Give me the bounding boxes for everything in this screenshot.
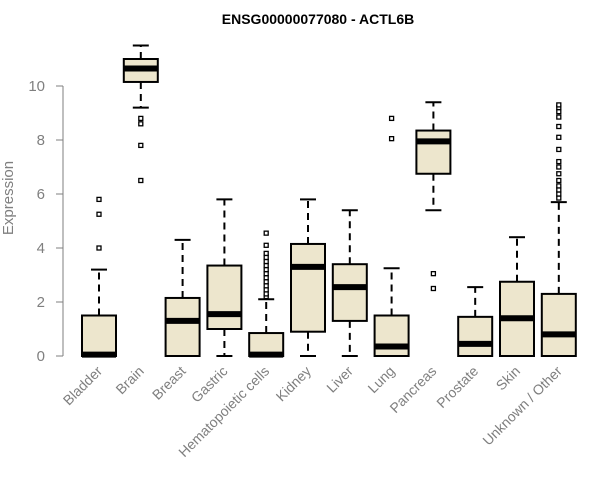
box-3 bbox=[164, 238, 201, 358]
box-9 bbox=[415, 101, 452, 292]
y-tick-label-4: 4 bbox=[37, 240, 45, 257]
y-tick-label-6: 6 bbox=[37, 186, 45, 203]
outlier-point bbox=[556, 183, 562, 189]
outlier-point bbox=[96, 196, 102, 203]
iqr-box bbox=[373, 314, 410, 357]
outlier-point bbox=[556, 146, 562, 153]
box-7 bbox=[331, 209, 368, 357]
outlier-point bbox=[430, 270, 437, 277]
outlier-point bbox=[138, 142, 144, 149]
outlier-point bbox=[556, 191, 562, 197]
x-tick-label-2: Brain bbox=[112, 363, 146, 397]
outlier-point bbox=[556, 134, 562, 140]
iqr-box bbox=[540, 292, 577, 357]
outlier-point bbox=[263, 242, 269, 248]
iqr-box bbox=[81, 314, 117, 357]
outlier-point bbox=[556, 171, 562, 177]
box-2 bbox=[122, 44, 159, 184]
x-tick-label-11: Skin bbox=[493, 363, 524, 394]
outlier-point bbox=[556, 114, 562, 120]
iqr-box bbox=[331, 263, 368, 322]
box-6 bbox=[290, 198, 326, 357]
outlier-point bbox=[430, 285, 437, 292]
iqr-box bbox=[290, 242, 326, 333]
y-axis: 0 2 4 6 8 10 bbox=[28, 78, 64, 365]
outlier-point bbox=[263, 287, 269, 293]
outlier-point bbox=[263, 250, 269, 257]
outlier-point bbox=[263, 230, 269, 236]
box-1 bbox=[81, 196, 117, 358]
y-tick-label-2: 2 bbox=[37, 294, 45, 311]
outlier-point bbox=[388, 115, 395, 122]
iqr-box bbox=[415, 129, 452, 175]
outlier-point bbox=[556, 109, 562, 115]
outlier-point bbox=[556, 102, 562, 108]
box-12 bbox=[540, 102, 577, 357]
outlier-point bbox=[96, 245, 102, 251]
outlier-point bbox=[138, 177, 144, 184]
iqr-box bbox=[457, 315, 494, 358]
x-tick-label-6: Kidney bbox=[273, 363, 315, 405]
y-tick-label-8: 8 bbox=[37, 132, 45, 149]
x-tick-label-12: Unknown / Other bbox=[479, 363, 565, 449]
outlier-point bbox=[556, 164, 562, 170]
iqr-box bbox=[206, 264, 243, 330]
box-series bbox=[81, 44, 577, 358]
y-axis-label: Expression bbox=[0, 161, 17, 235]
outlier-point bbox=[263, 266, 269, 273]
outlier-point bbox=[556, 158, 562, 165]
x-tick-label-1: Bladder bbox=[60, 363, 106, 409]
x-tick-label-3: Breast bbox=[149, 363, 189, 403]
x-tick-label-10: Prostate bbox=[433, 363, 481, 411]
outlier-point bbox=[556, 123, 562, 130]
y-tick-label-10: 10 bbox=[28, 78, 45, 95]
outlier-point bbox=[556, 195, 562, 201]
chart-title: ENSG00000077080 - ACTL6B bbox=[222, 11, 414, 27]
outlier-point bbox=[388, 135, 395, 142]
outlier-point bbox=[138, 115, 144, 122]
outlier-point bbox=[96, 211, 102, 217]
box-11 bbox=[499, 236, 535, 357]
x-tick-label-7: Liver bbox=[323, 363, 356, 396]
outlier-point bbox=[138, 121, 144, 127]
y-tick-label-0: 0 bbox=[37, 348, 45, 365]
box-8 bbox=[373, 115, 410, 357]
iqr-box bbox=[164, 296, 201, 358]
outlier-point bbox=[263, 275, 269, 281]
box-10 bbox=[457, 286, 494, 358]
box-5 bbox=[248, 230, 285, 358]
outlier-point bbox=[556, 187, 562, 193]
outlier-point bbox=[556, 177, 562, 184]
x-tick-label-8: Lung bbox=[364, 363, 397, 396]
box-4 bbox=[206, 198, 243, 357]
